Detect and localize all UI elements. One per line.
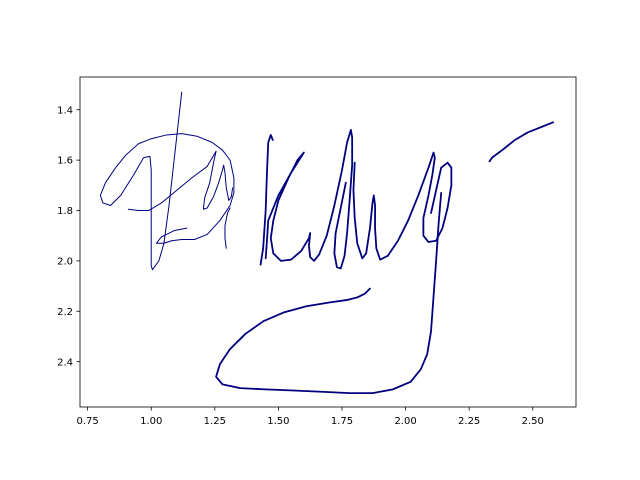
plot-strokes — [99, 91, 555, 395]
x-tick-label: 1.00 — [140, 416, 162, 427]
y-tick-label: 2.2 — [57, 307, 73, 318]
signature-stroke-8 — [352, 151, 453, 261]
y-tick-label: 1.6 — [57, 156, 73, 167]
x-tick-label: 2.00 — [394, 416, 416, 427]
signature-stroke-7 — [308, 129, 354, 270]
y-tick-label: 2.0 — [57, 256, 73, 267]
signature-stroke-10 — [488, 121, 555, 163]
signature-stroke-2 — [127, 150, 217, 212]
axes-frame — [79, 76, 577, 408]
y-tick-label: 1.8 — [57, 206, 73, 217]
x-tick-label: 2.25 — [458, 416, 480, 427]
x-tick-label: 1.75 — [331, 416, 353, 427]
x-tick-label: 0.75 — [76, 416, 98, 427]
signature-stroke-1 — [99, 91, 235, 271]
x-tick-label: 1.25 — [204, 416, 226, 427]
y-tick-label: 1.4 — [57, 105, 73, 116]
signature-stroke-5 — [259, 134, 274, 266]
signature-stroke-6 — [264, 151, 312, 262]
y-tick-label: 2.4 — [57, 357, 73, 368]
signature-stroke-9 — [215, 191, 443, 395]
x-tick-label: 2.50 — [522, 416, 544, 427]
signature-stroke-4 — [224, 207, 231, 249]
y-axis: 1.4 1.6 1.8 2.0 2.2 2.4 — [57, 105, 80, 368]
x-tick-label: 1.50 — [267, 416, 289, 427]
signature-stroke-3 — [202, 150, 234, 210]
x-axis: 0.75 1.00 1.25 1.50 1.75 2.00 2.25 2.50 — [76, 407, 544, 427]
